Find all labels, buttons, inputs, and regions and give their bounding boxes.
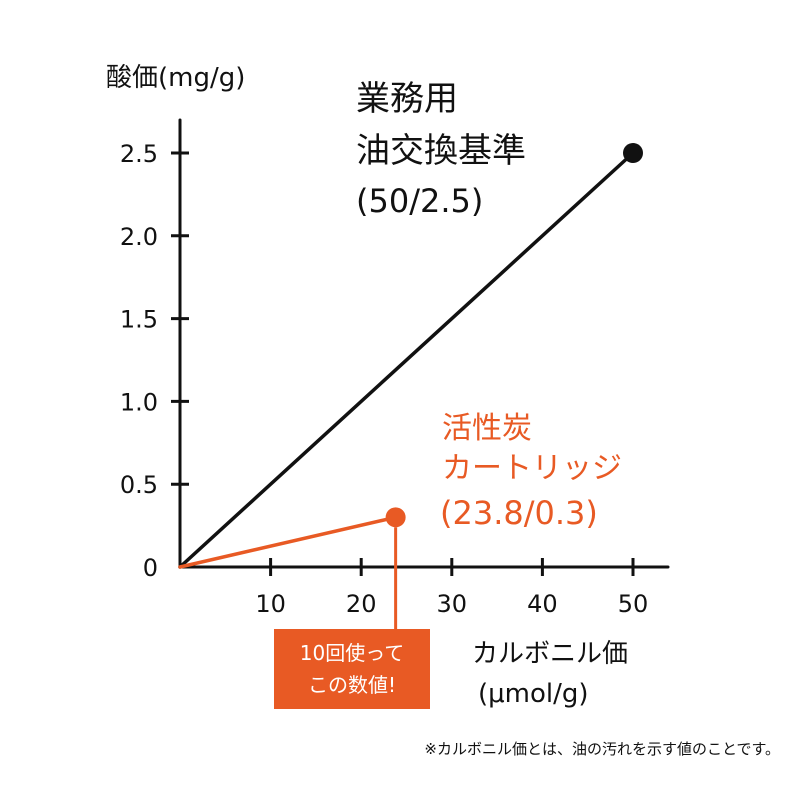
ticks-layer: 10 20 30 40 50 0 0.5 1.0 1.5 2.0 2.5 — [120, 140, 648, 618]
y-axis-title: 酸価(mg/g) — [106, 63, 245, 93]
callout-line2: この数値! — [307, 673, 397, 697]
x-tick-label: 30 — [437, 590, 468, 618]
commercial-label-line3: (50/2.5) — [356, 182, 483, 220]
series-layer — [178, 143, 643, 569]
y-tick-label: 0.5 — [120, 471, 158, 499]
charcoal-label-line1: 活性炭 — [442, 411, 532, 446]
commercial-end-point — [623, 143, 643, 163]
x-tick-label: 10 — [255, 590, 286, 618]
x-axis-title-line1: カルボニル価 — [472, 639, 628, 669]
footnote: ※カルボニル価とは、油の汚れを示す値のことです。 — [424, 740, 780, 758]
x-tick-label: 20 — [346, 590, 377, 618]
x-tick-label: 40 — [527, 590, 558, 618]
charcoal-label-line3: (23.8/0.3) — [440, 494, 598, 532]
callout-box: 10回使って この数値! — [274, 629, 430, 709]
y-tick-label: 2.0 — [120, 223, 158, 251]
y-tick-label: 1.0 — [120, 388, 158, 416]
y-tick-label: 0 — [143, 554, 158, 582]
commercial-series-line — [178, 151, 635, 569]
callout-line1: 10回使って — [299, 641, 405, 665]
y-tick-label: 2.5 — [120, 140, 158, 168]
charcoal-label-line2: カートリッジ — [442, 451, 622, 486]
x-tick-label: 50 — [618, 590, 649, 618]
x-axis-title-line2: (μmol/g) — [478, 679, 589, 709]
charcoal-end-point — [385, 507, 406, 528]
y-tick-label: 1.5 — [120, 306, 158, 334]
commercial-label-line1: 業務用 — [356, 79, 458, 119]
charcoal-series-line — [178, 515, 398, 569]
commercial-label-line2: 油交換基準 — [356, 131, 526, 171]
